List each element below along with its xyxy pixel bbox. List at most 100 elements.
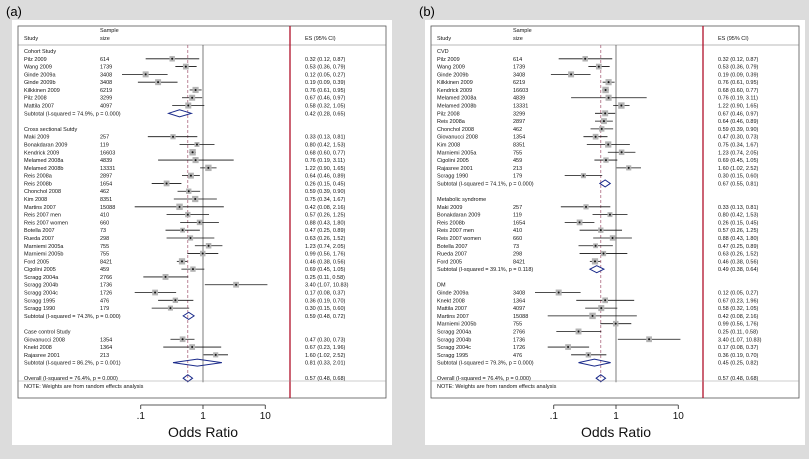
- subtotal-diamond: [182, 311, 196, 320]
- sample-size: 2897: [100, 174, 112, 180]
- sample-size: 755: [100, 252, 109, 258]
- subtotal-diamond: [172, 358, 222, 367]
- plot-frame: [430, 25, 800, 399]
- study-name: Pilz 2009: [24, 57, 47, 63]
- sample-size: 1726: [100, 291, 112, 297]
- es-label: 0.47 (0.30, 0.73): [718, 135, 759, 141]
- point-estimate: [604, 299, 607, 302]
- point-estimate: [191, 96, 194, 99]
- sample-size: 8421: [100, 259, 112, 265]
- sample-size: 4839: [513, 96, 525, 102]
- es-label: 0.17 (0.08, 0.37): [305, 291, 346, 297]
- study-name: Rajasree 2001: [437, 166, 473, 172]
- sample-size: 1736: [513, 337, 525, 343]
- point-estimate: [557, 291, 560, 294]
- sample-size: 3299: [513, 111, 525, 117]
- subtotal-es-label: 0.59 (0.48, 0.72): [305, 314, 346, 320]
- study-name: Melamed 2008a: [24, 158, 64, 164]
- es-label: 3.40 (1.07, 10.83): [305, 283, 349, 289]
- point-estimate: [594, 244, 597, 247]
- forest-plot-a: Study Sample size ES (95% CI) Cohort Study Pi…: [12, 20, 392, 445]
- es-label: 0.25 (0.11, 0.58): [718, 329, 758, 335]
- sample-size: 213: [513, 166, 522, 172]
- sample-size: 2766: [100, 275, 112, 281]
- overall-text: Overall (I-squared = 76.4%, p = 0.000): [24, 376, 118, 382]
- es-label: 0.99 (0.56, 1.76): [718, 322, 759, 328]
- point-estimate: [597, 65, 600, 68]
- point-estimate: [189, 174, 192, 177]
- sample-size: 459: [513, 158, 522, 164]
- sample-size: 6219: [100, 88, 112, 94]
- es-label: 0.67 (0.46, 0.97): [305, 96, 346, 102]
- study-name: Reis 2008a: [24, 174, 53, 180]
- point-estimate: [186, 213, 189, 216]
- es-label: 1.22 (0.90, 1.65): [305, 166, 346, 172]
- study-name: Rajasree 2001: [24, 353, 60, 359]
- sample-size: 755: [513, 150, 522, 156]
- sample-size: 614: [100, 57, 109, 63]
- es-label: 0.33 (0.13, 0.81): [305, 135, 346, 141]
- sample-size: 1364: [100, 345, 112, 351]
- study-name: Scragg 2004b: [24, 283, 58, 289]
- study-name: Scragg 2004a: [437, 329, 472, 335]
- x-tick-label: 1: [200, 411, 206, 422]
- es-label: 0.58 (0.32, 1.05): [305, 104, 346, 110]
- es-label: 0.68 (0.60, 0.77): [718, 88, 759, 94]
- x-tick-label: 1: [613, 411, 619, 422]
- study-name: Marniemi 2005a: [437, 150, 477, 156]
- es-label: 0.68 (0.60, 0.77): [305, 150, 346, 156]
- es-label: 1.22 (0.90, 1.65): [718, 104, 759, 110]
- point-estimate: [620, 104, 623, 107]
- group-label: CVD: [437, 49, 449, 55]
- sample-size: 1726: [513, 345, 525, 351]
- study-name: Mattila 2007: [24, 104, 54, 110]
- header-es: ES (95% CI): [305, 36, 336, 42]
- point-estimate: [604, 159, 607, 162]
- point-estimate: [165, 182, 168, 185]
- es-label: 0.32 (0.12, 0.87): [305, 57, 346, 63]
- es-label: 0.33 (0.13, 0.81): [718, 205, 759, 211]
- subtotal-text: Subtotal (I-squared = 74.3%, p = 0.000): [24, 314, 121, 320]
- study-name: Scragg 1995: [437, 353, 468, 359]
- sample-size: 3408: [513, 72, 525, 78]
- group-label: Metabolic syndrome: [437, 197, 486, 203]
- sample-size: 179: [100, 306, 109, 312]
- es-label: 0.46 (0.38, 0.56): [718, 259, 759, 265]
- study-name: Cigolini 2005: [24, 267, 56, 273]
- x-tick-label: .1: [550, 411, 559, 422]
- es-label: 0.47 (0.30, 0.73): [305, 337, 346, 343]
- sample-size: 8351: [513, 142, 525, 148]
- es-label: 0.64 (0.46, 0.89): [305, 174, 346, 180]
- point-estimate: [181, 260, 184, 263]
- study-name: Knekt 2008: [24, 345, 52, 351]
- study-name: Reis 2008b: [24, 181, 52, 187]
- subtotal-text: Subtotal (I-squared = 74.9%, p = 0.000): [24, 111, 121, 117]
- sample-size: 1354: [100, 337, 112, 343]
- es-label: 0.36 (0.19, 0.70): [305, 298, 346, 304]
- es-label: 0.19 (0.09, 0.39): [718, 72, 759, 78]
- subtotal-text: Subtotal (I-squared = 86.2%, p = 0.001): [24, 361, 121, 367]
- header-es: ES (95% CI): [718, 36, 749, 42]
- subtotal-diamond: [166, 109, 194, 118]
- es-label: 0.30 (0.15, 0.60): [305, 306, 346, 312]
- subtotal-es-label: 0.67 (0.55, 0.81): [718, 181, 759, 187]
- es-label: 0.42 (0.08, 2.16): [718, 314, 759, 320]
- study-name: Botella 2007: [437, 244, 468, 250]
- header-study: Study: [24, 36, 38, 42]
- header-size: Sample size: [100, 28, 119, 42]
- es-label: 0.69 (0.45, 1.05): [305, 267, 346, 273]
- es-label: 0.30 (0.15, 0.60): [718, 174, 759, 180]
- study-name: Mattila 2007: [437, 306, 467, 312]
- point-estimate: [178, 205, 181, 208]
- overall-es-label: 0.57 (0.48, 0.68): [718, 376, 759, 382]
- x-tick-label: 10: [673, 411, 685, 422]
- sample-size: 410: [100, 213, 109, 219]
- point-estimate: [602, 120, 605, 123]
- es-label: 0.88 (0.43, 1.80): [305, 220, 346, 226]
- point-estimate: [594, 135, 597, 138]
- sample-size: 257: [513, 205, 522, 211]
- es-label: 0.75 (0.34, 1.67): [305, 197, 346, 203]
- sample-size: 213: [100, 353, 109, 359]
- point-estimate: [604, 88, 607, 91]
- es-label: 0.58 (0.32, 1.05): [718, 306, 759, 312]
